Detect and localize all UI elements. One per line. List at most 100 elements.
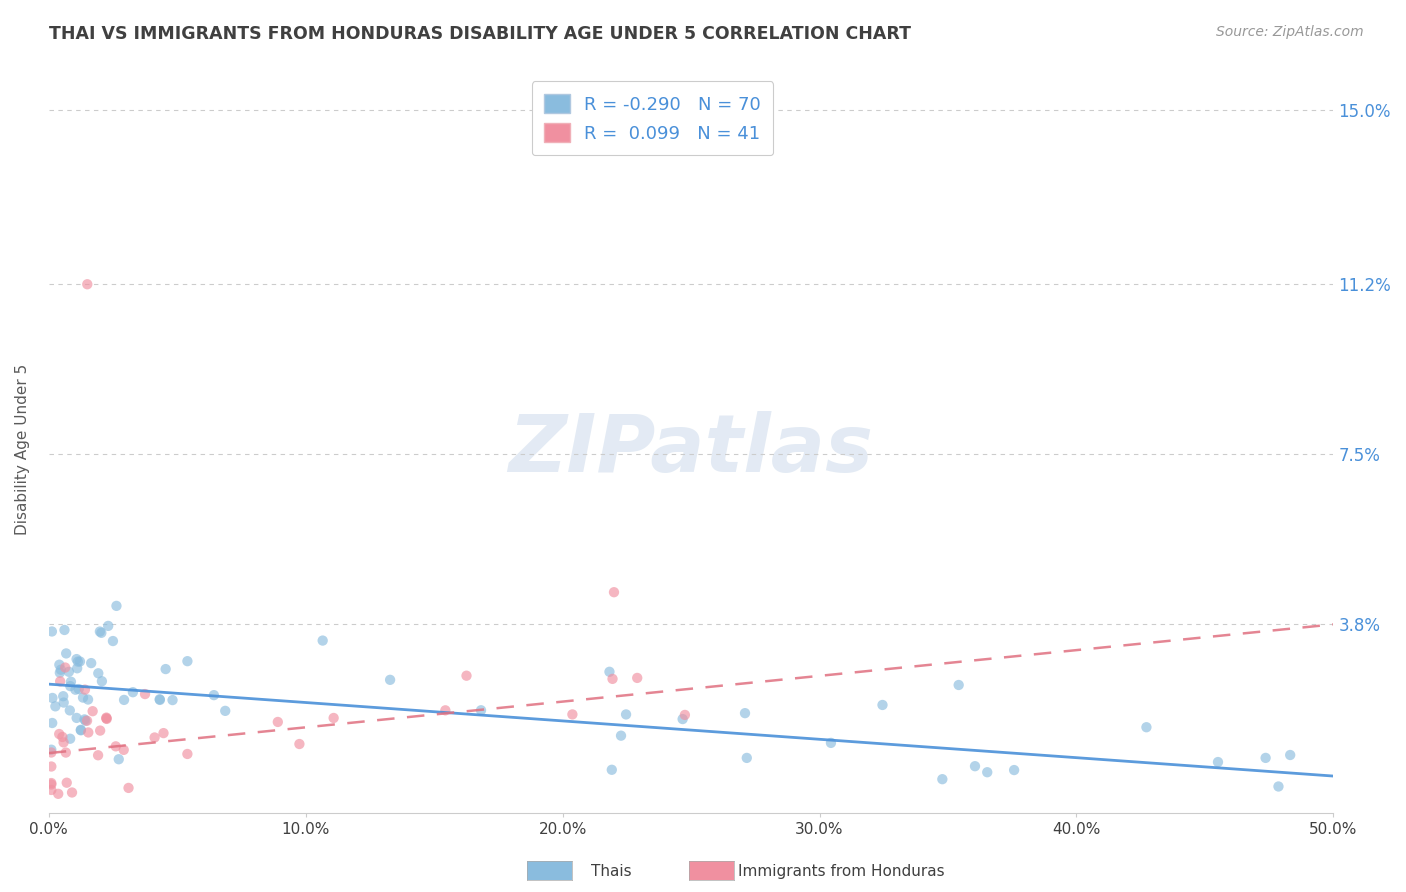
Point bbox=[59, 703, 82, 717]
Point bbox=[52, 696, 75, 710]
Point bbox=[820, 736, 842, 750]
Point bbox=[134, 687, 156, 701]
Point bbox=[66, 661, 89, 675]
Point bbox=[73, 682, 96, 697]
Point bbox=[96, 710, 118, 724]
Point bbox=[90, 625, 112, 640]
Point bbox=[67, 681, 90, 696]
Point bbox=[52, 735, 75, 749]
Text: Source: ZipAtlas.com: Source: ZipAtlas.com bbox=[1216, 25, 1364, 39]
Point bbox=[60, 785, 83, 799]
Point bbox=[77, 692, 100, 706]
Point bbox=[41, 759, 63, 773]
Text: Immigrants from Honduras: Immigrants from Honduras bbox=[738, 864, 945, 879]
Point bbox=[603, 585, 626, 599]
Text: Thais: Thais bbox=[591, 864, 631, 879]
Point bbox=[75, 714, 97, 728]
Point bbox=[456, 669, 478, 683]
Point bbox=[87, 666, 110, 681]
Point bbox=[49, 663, 72, 677]
Point bbox=[610, 729, 633, 743]
Point bbox=[976, 765, 998, 780]
Point bbox=[89, 624, 111, 639]
Point bbox=[87, 748, 110, 763]
Point bbox=[69, 723, 91, 737]
Point bbox=[48, 727, 70, 741]
Point bbox=[41, 783, 63, 797]
Point bbox=[66, 711, 89, 725]
Point bbox=[176, 654, 198, 668]
Point bbox=[614, 707, 637, 722]
Point bbox=[59, 679, 82, 693]
Point bbox=[673, 707, 696, 722]
Point bbox=[600, 763, 623, 777]
Point bbox=[122, 685, 145, 699]
Point bbox=[112, 743, 135, 757]
Point bbox=[89, 723, 111, 738]
Point bbox=[96, 711, 118, 725]
Point bbox=[107, 752, 129, 766]
Point bbox=[202, 688, 225, 702]
Point bbox=[155, 662, 177, 676]
Point bbox=[41, 624, 63, 639]
Point bbox=[51, 730, 73, 744]
Point bbox=[55, 775, 77, 789]
Point bbox=[65, 682, 87, 697]
Point bbox=[143, 731, 166, 745]
Point bbox=[41, 746, 63, 760]
Point bbox=[931, 772, 953, 787]
Point bbox=[1206, 755, 1229, 769]
Point bbox=[97, 619, 120, 633]
Point bbox=[734, 706, 756, 720]
Point bbox=[46, 787, 69, 801]
Point bbox=[49, 674, 72, 689]
Point bbox=[872, 698, 894, 712]
Point bbox=[70, 723, 93, 738]
Point bbox=[162, 693, 184, 707]
Point bbox=[672, 712, 695, 726]
Point bbox=[49, 665, 72, 680]
Point bbox=[66, 655, 89, 669]
Point bbox=[112, 693, 135, 707]
Point bbox=[561, 707, 583, 722]
Point bbox=[90, 674, 112, 689]
Point bbox=[41, 777, 63, 791]
Point bbox=[105, 599, 128, 613]
Point bbox=[152, 726, 174, 740]
Point bbox=[322, 711, 344, 725]
Point bbox=[1279, 747, 1302, 762]
Point bbox=[80, 656, 103, 670]
Point bbox=[1254, 751, 1277, 765]
Point bbox=[1135, 720, 1157, 734]
Point bbox=[72, 690, 94, 705]
Point bbox=[55, 746, 77, 760]
Point bbox=[41, 742, 63, 756]
Point bbox=[41, 690, 63, 705]
Point bbox=[1267, 780, 1289, 794]
Point bbox=[626, 671, 648, 685]
Point bbox=[214, 704, 236, 718]
Point bbox=[434, 703, 457, 717]
Point bbox=[602, 672, 624, 686]
Point bbox=[53, 623, 76, 637]
Point bbox=[65, 652, 87, 666]
Point bbox=[104, 739, 127, 754]
Point bbox=[312, 633, 335, 648]
Point bbox=[69, 655, 91, 669]
Point bbox=[1002, 763, 1025, 777]
Point bbox=[948, 678, 970, 692]
Point bbox=[149, 693, 172, 707]
Point bbox=[52, 690, 75, 704]
Point bbox=[267, 714, 290, 729]
Point bbox=[53, 660, 76, 674]
Point bbox=[44, 699, 66, 714]
Point bbox=[117, 780, 139, 795]
Point bbox=[48, 657, 70, 672]
Point bbox=[41, 716, 63, 731]
Text: THAI VS IMMIGRANTS FROM HONDURAS DISABILITY AGE UNDER 5 CORRELATION CHART: THAI VS IMMIGRANTS FROM HONDURAS DISABIL… bbox=[49, 25, 911, 43]
Point bbox=[59, 674, 82, 689]
Point bbox=[55, 647, 77, 661]
Text: ZIPatlas: ZIPatlas bbox=[509, 410, 873, 489]
Y-axis label: Disability Age Under 5: Disability Age Under 5 bbox=[15, 364, 30, 535]
Point bbox=[73, 713, 96, 727]
